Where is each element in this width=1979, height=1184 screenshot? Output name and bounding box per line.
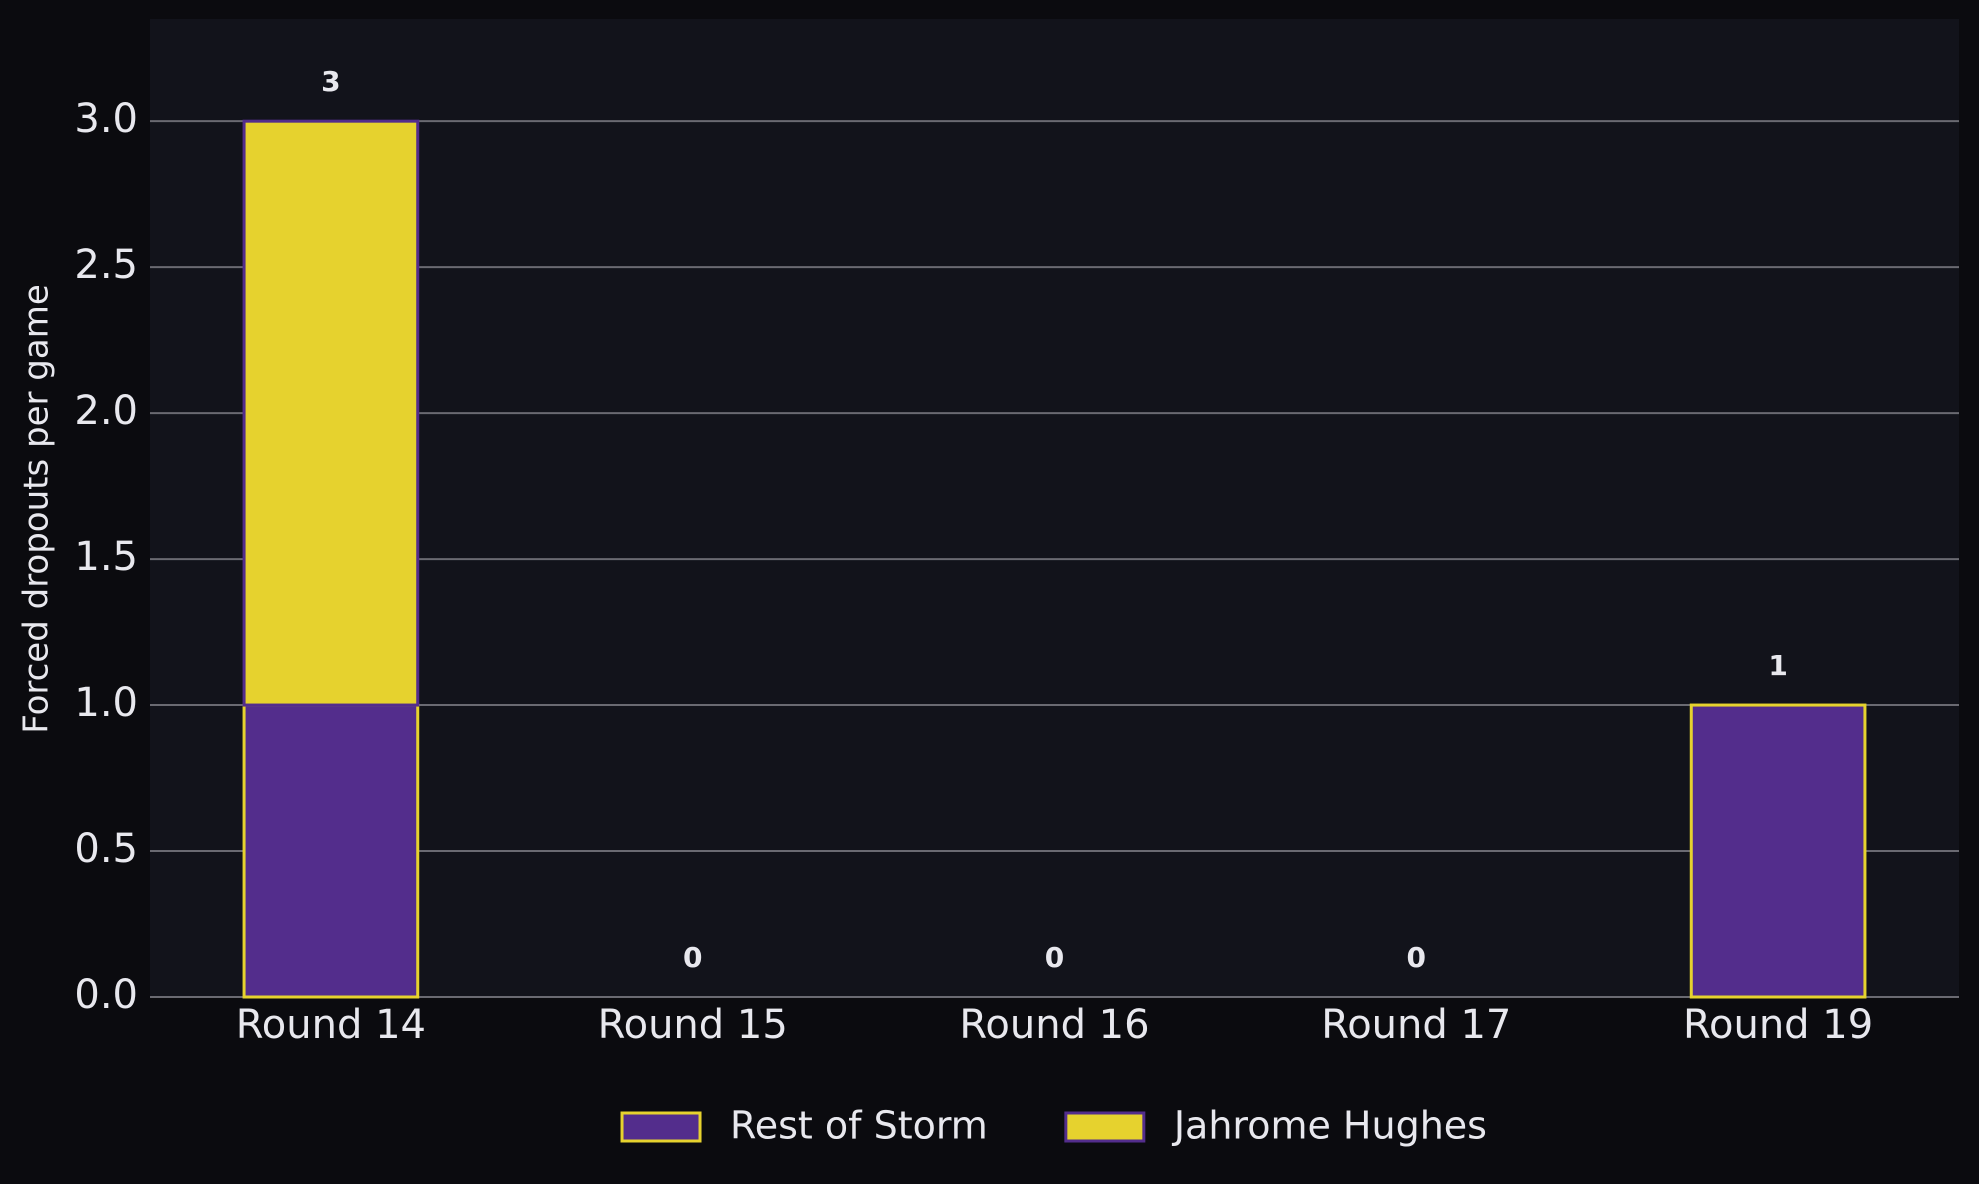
bar-segment — [1689, 703, 1867, 999]
x-tick-label: Round 19 — [1683, 1002, 1873, 1048]
bar-segment — [242, 119, 420, 707]
y-tick-label: 1.0 — [74, 680, 138, 726]
x-tick-label: Round 15 — [598, 1002, 788, 1048]
plot-area — [150, 19, 1959, 997]
total-label: 3 — [321, 65, 340, 98]
x-tick-label: Round 16 — [959, 1002, 1149, 1048]
bar-segment — [242, 703, 420, 999]
y-tick-label: 1.5 — [74, 534, 138, 580]
y-tick-label: 2.0 — [74, 388, 138, 434]
y-tick-label: 0.5 — [74, 826, 138, 872]
legend-swatch — [1064, 1111, 1146, 1143]
legend-label: Rest of Storm — [730, 1104, 988, 1148]
x-tick-label: Round 17 — [1321, 1002, 1511, 1048]
y-tick-label: 0.0 — [74, 972, 138, 1018]
total-label: 0 — [1407, 941, 1426, 974]
y-tick-label: 2.5 — [74, 242, 138, 288]
total-label: 0 — [683, 941, 702, 974]
legend-label: Jahrome Hughes — [1172, 1104, 1487, 1148]
total-label: 0 — [1045, 941, 1064, 974]
x-tick-label: Round 14 — [236, 1002, 426, 1048]
legend-swatch — [620, 1111, 702, 1143]
y-tick-label: 3.0 — [74, 96, 138, 142]
y-axis-label: Forced dropouts per game — [17, 284, 57, 734]
total-label: 1 — [1768, 649, 1787, 682]
